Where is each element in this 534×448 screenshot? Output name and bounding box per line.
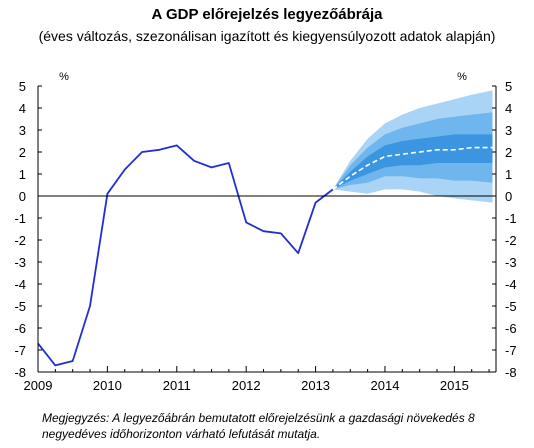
y-tick-label-left: -6 [14, 321, 26, 336]
y-tick-label-right: 5 [505, 79, 512, 94]
x-tick-label: 2009 [24, 378, 53, 393]
y-tick-label-left: 4 [19, 101, 26, 116]
y-tick-label-left: -8 [14, 365, 26, 380]
y-tick-label-right: -7 [505, 343, 517, 358]
y-tick-label-right: 0 [505, 189, 512, 204]
y-unit-right: % [457, 71, 467, 83]
x-tick-label: 2014 [371, 378, 400, 393]
axes [37, 85, 497, 373]
y-tick-label-right: 3 [505, 123, 512, 138]
y-tick-label-left: -1 [14, 211, 26, 226]
y-tick-label-left: -2 [14, 233, 26, 248]
fan-bands [332, 90, 493, 203]
y-tick-label-right: 4 [505, 101, 512, 116]
x-tick-label: 2012 [232, 378, 261, 393]
y-tick-label-left: 0 [19, 189, 26, 204]
y-tick-label-left: 2 [19, 145, 26, 160]
data-lines [37, 144, 493, 367]
y-tick-label-right: 2 [505, 145, 512, 160]
y-tick-label-right: -1 [505, 211, 517, 226]
y-tick-label-right: 1 [505, 167, 512, 182]
x-tick-label: 2015 [440, 378, 469, 393]
y-tick-label-right: -8 [505, 365, 517, 380]
forecast-median-line [332, 146, 493, 191]
y-tick-label-right: -3 [505, 255, 517, 270]
y-tick-label-left: -4 [14, 277, 26, 292]
y-tick-label-right: -6 [505, 321, 517, 336]
y-tick-label-left: 3 [19, 123, 26, 138]
y-tick-label-left: -3 [14, 255, 26, 270]
x-tick-label: 2011 [163, 378, 191, 393]
y-tick-label-left: 5 [19, 79, 26, 94]
chart-note: Megjegyzés: A legyezőábrán bemutatott el… [42, 411, 475, 441]
y-tick-label-left: -7 [14, 343, 26, 358]
y-tick-label-left: -5 [14, 299, 26, 314]
y-unit-left: % [59, 71, 69, 83]
chart-title: A GDP előrejelzés legyezőábrája [151, 6, 383, 23]
y-tick-label-left: 1 [19, 167, 26, 182]
y-tick-label-right: -5 [505, 299, 517, 314]
x-tick-label: 2010 [93, 378, 122, 393]
tick-labels: 5 5 4 4 3 3 2 2 1 1 0 0 -1 -1 -2 -2 -3 -3 -4 -4 -5 -5 -6 -6 -7 -7… [14, 71, 516, 393]
y-tick-label-right: -2 [505, 233, 517, 248]
y-tick-label-right: -4 [505, 277, 517, 292]
gdp-history-line [37, 144, 334, 367]
chart-subtitle: (éves változás, szezonálisan igazított é… [38, 28, 496, 44]
fan-band-inner [332, 134, 493, 190]
x-tick-label: 2013 [301, 378, 330, 393]
